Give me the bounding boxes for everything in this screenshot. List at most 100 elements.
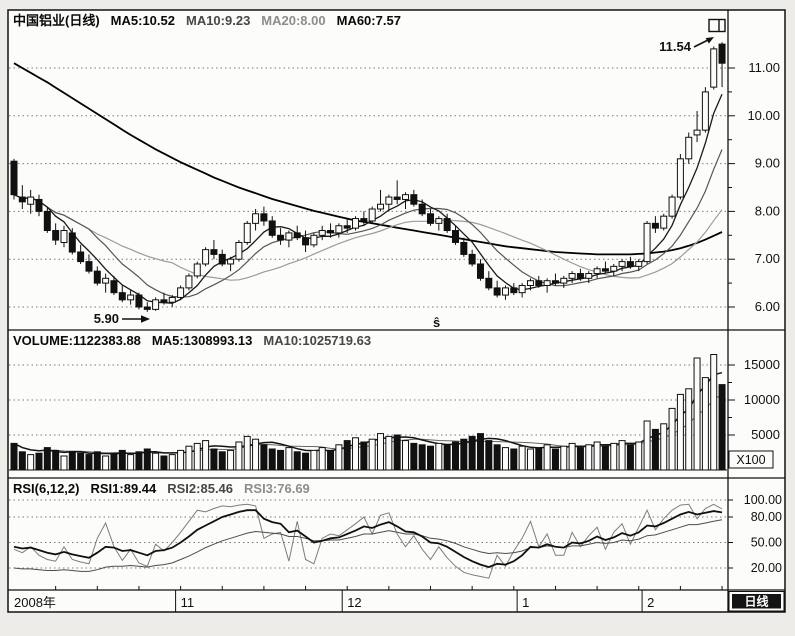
- candle-body: [177, 287, 185, 298]
- candle-body: [718, 43, 726, 64]
- candle-body: [27, 196, 35, 205]
- volume-bar: [418, 444, 426, 471]
- date-label: 12: [347, 595, 361, 610]
- rsi-axis-label: 50.00: [751, 536, 782, 550]
- period-badge-fill[interactable]: [732, 594, 781, 609]
- rsi-axis-label: 20.00: [751, 561, 782, 575]
- candle-body: [193, 263, 201, 277]
- candle-body: [576, 273, 584, 279]
- volume-bar: [568, 442, 576, 471]
- volume-bar: [27, 454, 35, 471]
- candle-body: [327, 230, 335, 234]
- volume-bar: [177, 449, 185, 471]
- candle-body: [77, 251, 85, 263]
- date-label: 1: [522, 595, 529, 610]
- candle-body: [710, 48, 718, 88]
- volume-bar: [668, 407, 676, 471]
- date-label: 2: [647, 595, 654, 610]
- candle-body: [618, 261, 626, 267]
- volume-bar: [710, 354, 718, 471]
- candle-body: [693, 129, 701, 136]
- candle-body: [368, 208, 376, 222]
- ma5-label: MA5:10.52: [110, 13, 175, 28]
- candle-body: [460, 241, 468, 255]
- volume-bar: [52, 449, 60, 471]
- volume-unit-label: X100: [736, 453, 765, 467]
- candle-body: [560, 277, 568, 284]
- candle-body: [202, 249, 210, 265]
- candle-body: [635, 261, 643, 267]
- volume-bar: [135, 451, 143, 471]
- candle-body: [260, 213, 268, 222]
- volume-bar: [110, 452, 118, 471]
- vol-ma5-label: MA5:1308993.13: [151, 333, 253, 348]
- candle-body: [651, 222, 659, 229]
- volume-axis-label: 5000: [751, 427, 780, 442]
- rsi2-label: RSI2:85.46: [167, 481, 234, 496]
- volume-bar: [718, 384, 726, 471]
- candle-body: [493, 287, 501, 296]
- volume-bar: [293, 451, 301, 471]
- candle-body: [293, 232, 301, 239]
- candle-body: [285, 232, 293, 241]
- rsi-axis-label: 100.00: [744, 493, 782, 507]
- candle-body: [160, 299, 168, 303]
- window-restore-icon[interactable]: [708, 18, 726, 33]
- candle-body: [526, 280, 534, 286]
- candle-body: [252, 213, 260, 224]
- volume-bar: [243, 435, 251, 471]
- volume-bar: [651, 428, 659, 471]
- chart-border: [7, 9, 786, 613]
- candle-body: [610, 265, 618, 272]
- price-axis-label: 6.00: [755, 299, 780, 314]
- volume-bar: [260, 444, 268, 471]
- chart-paper: [8, 10, 785, 612]
- volume-bar: [685, 388, 693, 471]
- candle-body: [118, 292, 126, 301]
- volume-bar: [618, 440, 626, 471]
- rsi2-line: [13, 509, 723, 569]
- candle-body: [377, 203, 385, 210]
- volume-bar: [143, 448, 151, 471]
- volume-bar: [560, 445, 568, 471]
- volume-axis-label: 15000: [744, 357, 780, 372]
- volume-bar: [410, 442, 418, 471]
- candle-body: [302, 237, 310, 246]
- volume-label: VOLUME:1122383.88: [13, 333, 141, 348]
- candle-body: [660, 215, 668, 229]
- volume-bar: [193, 442, 201, 471]
- volume-bar: [43, 447, 51, 471]
- volume-bar: [443, 444, 451, 471]
- candle-body: [435, 218, 443, 224]
- volume-bar: [393, 434, 401, 471]
- candle-body: [352, 218, 360, 229]
- period-badge-label[interactable]: 日线: [744, 594, 768, 609]
- candle-body: [10, 160, 18, 196]
- candle-body: [277, 234, 285, 241]
- volume-bar: [485, 440, 493, 471]
- candle-body: [468, 253, 476, 265]
- rsi1-line: [13, 503, 723, 579]
- candle-body: [443, 218, 451, 232]
- candle-body: [535, 280, 543, 286]
- ma20-label: MA20:8.00: [261, 13, 326, 28]
- candle-body: [343, 225, 351, 229]
- candle-body: [518, 284, 526, 294]
- volume-bar: [460, 438, 468, 471]
- rsi-pane-header: RSI(6,12,2) RSI1:89.44 RSI2:85.46 RSI3:7…: [13, 481, 310, 497]
- stock-title: 中国铝业(日线): [13, 13, 100, 28]
- volume-bar: [501, 447, 509, 471]
- date-label: 11: [181, 595, 195, 610]
- candle-body: [127, 294, 135, 301]
- volume-bar: [10, 442, 18, 471]
- volume-bar: [93, 451, 101, 471]
- low-arrow-head: [141, 315, 150, 323]
- price-axis-label: 10.00: [747, 108, 780, 123]
- candle-body: [393, 196, 401, 200]
- candle-body: [593, 268, 601, 275]
- candle-body: [152, 299, 160, 310]
- volume-bar: [451, 441, 459, 471]
- volume-bar: [676, 393, 684, 471]
- high-arrow-head: [705, 37, 714, 44]
- candle-body: [318, 230, 326, 236]
